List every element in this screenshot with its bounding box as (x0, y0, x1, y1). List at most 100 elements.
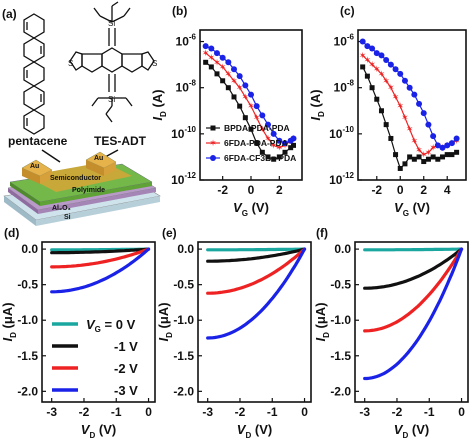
data-point: ✶ (373, 64, 381, 74)
x-tick-label: 0 (397, 183, 404, 197)
data-point (383, 57, 390, 63)
au-label-right: Au (94, 155, 103, 162)
x-tick-label: 0 (301, 405, 308, 419)
data-point (282, 149, 288, 155)
panel-a-label: (a) (2, 7, 17, 21)
pentacene-structure (23, 13, 45, 135)
series-line (362, 66, 457, 170)
x-axis-label: VD (V) (237, 422, 272, 440)
panel-label: (d) (4, 226, 19, 240)
y-tick-label: 0.0 (334, 242, 351, 256)
data-point (203, 59, 209, 65)
y-axis-label: ID (A) (150, 89, 168, 120)
data-point (425, 156, 431, 162)
data-point (378, 52, 385, 59)
series-line (205, 52, 294, 149)
si-label-bottom: Si (108, 95, 115, 104)
x-tick-label: -3 (359, 405, 370, 419)
legend-title: VG = 0 V (86, 317, 136, 334)
data-point: ✶ (236, 83, 244, 93)
data-point: ✶ (401, 113, 409, 123)
y-tick-label: -0.5 (17, 278, 38, 292)
output-curve (206, 247, 307, 340)
y-tick-label: -1.0 (330, 313, 351, 327)
x-axis-label: VD (V) (81, 422, 116, 440)
data-point (242, 115, 248, 121)
data-point (374, 96, 380, 102)
pointer-line-left (41, 149, 61, 163)
sulfur-label-right: S (152, 59, 157, 68)
output-curve (206, 247, 307, 252)
data-point (407, 154, 413, 160)
output-curve (363, 247, 464, 333)
data-point (276, 154, 282, 160)
al2o3-label: Al₂O₃ (52, 205, 71, 212)
x-tick-label: 0 (248, 183, 255, 197)
chart-5: (e) -3 -2 -1 0 0.0 -0.5 -1.0 -1.5 -2.0 VD (V) ID (μ… (156, 226, 312, 440)
data-point (359, 38, 366, 45)
tes-adt-structure (69, 1, 155, 123)
data-point: ✶ (368, 60, 376, 70)
x-tick-label: -2 (217, 183, 228, 197)
data-point: ✶ (429, 143, 437, 153)
data-point: ✶ (230, 76, 238, 86)
data-point (425, 121, 432, 128)
data-point (288, 145, 294, 151)
data-point (369, 85, 375, 91)
x-tick-label: -3 (202, 405, 213, 419)
data-point (444, 142, 451, 149)
output-curve (206, 247, 307, 263)
chart-4: (d) -3 -2 -1 0 0.0 -0.5 -1.0 -1.5 -2.0 VD (V) ID (μ… (0, 226, 156, 440)
si-substrate-label: Si (64, 214, 71, 221)
chart-6: (f) -3 -2 -1 0 0.0 -0.5 -1.0 -1.5 -2.0 VD (V) ID (μ… (313, 226, 469, 440)
data-point (214, 50, 220, 57)
data-point (440, 154, 446, 160)
y-tick-label: -2.0 (17, 384, 38, 398)
y-tick-label: 10-12 (329, 171, 354, 187)
data-point (276, 137, 283, 144)
x-tick-label: -2 (371, 183, 382, 197)
y-axis-label: ID (μA) (313, 302, 331, 341)
output-curve (363, 247, 464, 252)
data-point: ✶ (425, 147, 433, 157)
x-tick-label: 0 (145, 405, 152, 419)
data-point (236, 73, 243, 80)
data-point (208, 64, 214, 70)
data-point: ✶ (225, 69, 233, 79)
data-point (364, 43, 371, 50)
data-point (271, 156, 277, 162)
y-tick-label: 0.0 (177, 242, 194, 256)
y-tick-label: 10-12 (171, 171, 196, 187)
y-axis-label: ID (μA) (0, 302, 18, 341)
data-point (248, 91, 254, 98)
data-point: ✶ (420, 150, 428, 160)
data-point (393, 152, 399, 158)
data-point: ✶ (392, 92, 400, 102)
y-tick-label: -1.5 (17, 349, 38, 363)
data-point (360, 64, 366, 70)
x-tick-label: 0 (458, 405, 465, 419)
output-curve (363, 247, 464, 381)
output-curve (50, 247, 151, 255)
data-point (420, 110, 427, 117)
x-tick-label: -1 (111, 405, 122, 419)
y-tick-label: 10-8 (334, 79, 355, 95)
data-point (411, 156, 417, 162)
data-point (444, 152, 450, 158)
data-point (259, 112, 266, 119)
y-tick-label: 10-6 (334, 33, 355, 49)
data-point: ✶ (406, 124, 414, 134)
data-point (397, 70, 404, 77)
data-point (406, 84, 413, 91)
legend-label: 6FDA-CF3Bz-PDA (224, 153, 296, 163)
data-point: ✶ (359, 50, 367, 60)
data-point (225, 59, 232, 66)
x-tick-label: -2 (79, 405, 90, 419)
data-point (378, 108, 384, 114)
legend-label: BPDA-PDA-PDA (224, 123, 290, 133)
data-point (290, 135, 297, 142)
data-point (364, 73, 370, 79)
x-tick-label: -3 (46, 405, 57, 419)
y-tick-label: -0.5 (173, 278, 194, 292)
